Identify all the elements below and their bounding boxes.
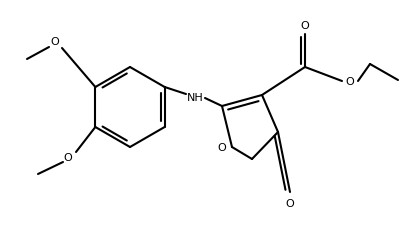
- Text: O: O: [218, 142, 226, 152]
- Text: O: O: [286, 198, 295, 208]
- Text: O: O: [346, 77, 354, 87]
- Text: O: O: [301, 21, 309, 31]
- Text: O: O: [63, 152, 72, 162]
- Text: O: O: [50, 37, 59, 47]
- Text: NH: NH: [187, 93, 203, 103]
